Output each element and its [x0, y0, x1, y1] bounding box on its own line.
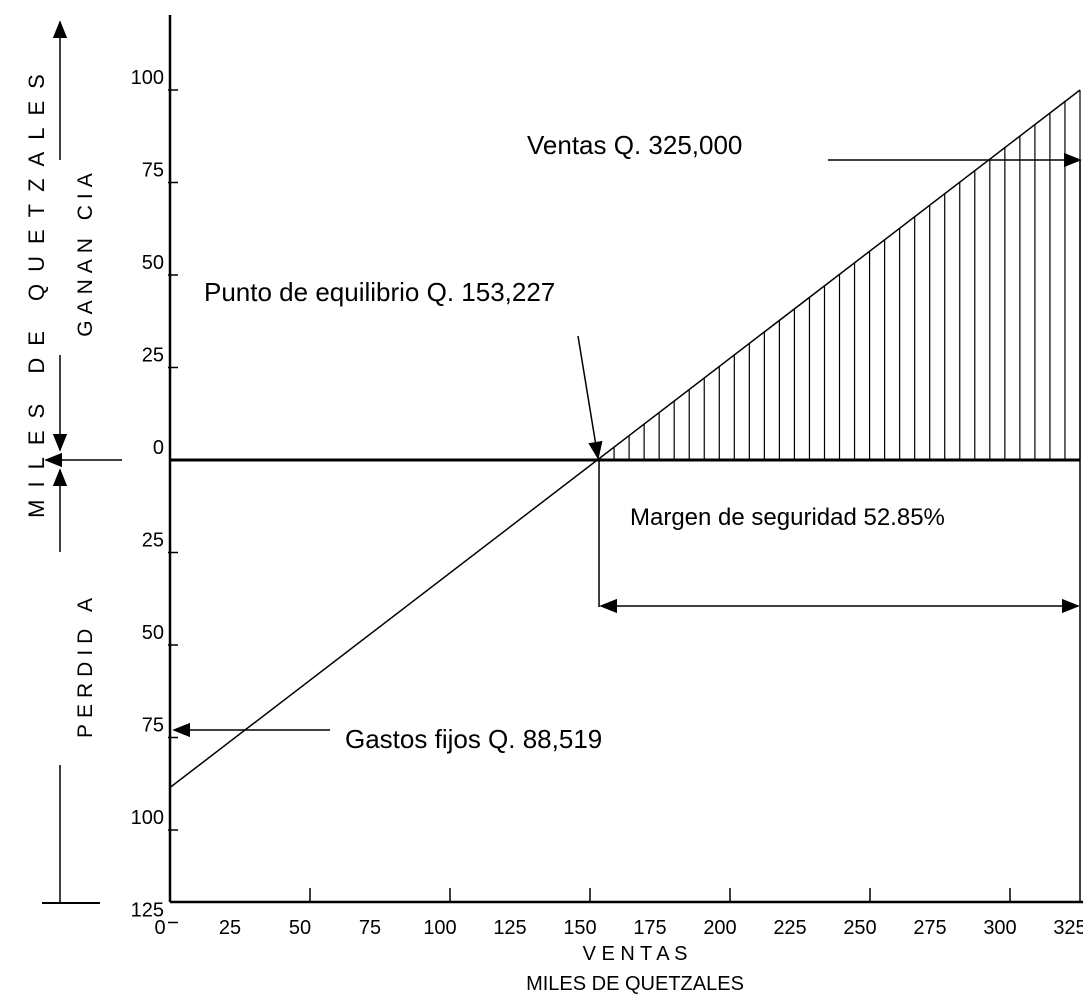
- y-tick-label: 75: [142, 715, 164, 737]
- x-tick-label: 325: [1053, 917, 1083, 939]
- y-tick-label: 50: [142, 622, 164, 644]
- y-axis-label-perdida: PERDID A: [74, 592, 97, 738]
- x-tick-label: 175: [633, 917, 666, 939]
- x-tick-label: 75: [359, 917, 381, 939]
- x-tick-label: 100: [423, 917, 456, 939]
- sales-profit-line: [169, 89, 1081, 789]
- fixed-costs-annotation: Gastos fijos Q. 88,519: [345, 724, 602, 754]
- x-tick-label: 250: [843, 917, 876, 939]
- y-axis-label-miles: MILES DE QUETZALES: [24, 62, 49, 518]
- y-tick-label: 50: [142, 252, 164, 274]
- x-tick-label: 225: [773, 917, 806, 939]
- y-axis-label-ganancia: GANAN CIA: [74, 167, 97, 337]
- x-tick-label: 0: [154, 917, 165, 939]
- y-tick-label: 100: [131, 67, 164, 89]
- y-tick-label: 25: [142, 345, 164, 367]
- x-tick-label: 200: [703, 917, 736, 939]
- breakeven-annotation: Punto de equilibrio Q. 153,227: [204, 277, 555, 307]
- y-tick-label: 125: [131, 900, 164, 922]
- x-axis-label: V E N T A S: [583, 943, 688, 965]
- safety-margin-annotation: Margen de seguridad 52.85%: [630, 504, 945, 531]
- x-tick-label: 275: [913, 917, 946, 939]
- y-tick-label: 75: [142, 160, 164, 182]
- x-tick-label: 25: [219, 917, 241, 939]
- y-tick-label: 25: [142, 530, 164, 552]
- y-tick-label: 100: [131, 807, 164, 829]
- y-tick-label: 0: [153, 437, 164, 459]
- x-axis-sublabel: MILES DE QUETZALES: [526, 973, 744, 995]
- breakeven-arrow: [577, 335, 603, 460]
- axes: [168, 15, 1083, 904]
- x-tick-label: 125: [493, 917, 526, 939]
- x-tick-label: 50: [289, 917, 311, 939]
- tick-group: 1251007550250255075100125025507510012515…: [131, 67, 1083, 939]
- x-tick-label: 150: [563, 917, 596, 939]
- x-tick-label: 300: [983, 917, 1016, 939]
- annotation-arrows: [42, 20, 1082, 904]
- sales-annotation: Ventas Q. 325,000: [527, 130, 742, 160]
